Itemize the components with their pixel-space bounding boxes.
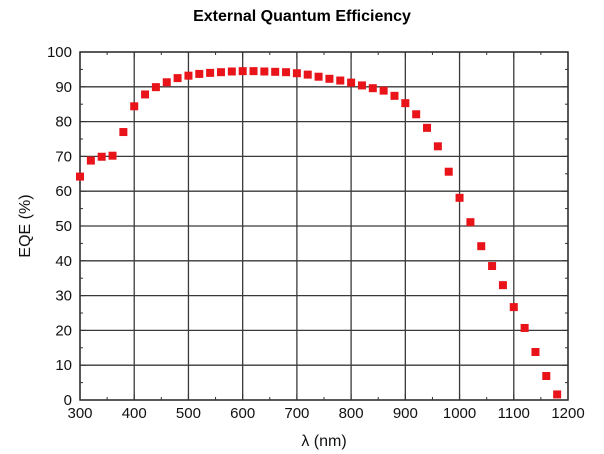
x-tick-label: 400 xyxy=(122,405,147,422)
data-point xyxy=(130,102,139,111)
x-tick-label: 700 xyxy=(284,405,309,422)
data-point xyxy=(314,72,323,81)
data-point xyxy=(108,151,117,160)
y-tick-label: 40 xyxy=(55,253,72,270)
y-axis-title: EQE (%) xyxy=(17,194,34,257)
data-point xyxy=(97,152,106,161)
data-point xyxy=(141,90,150,99)
data-point xyxy=(336,76,345,85)
data-point xyxy=(184,71,193,80)
data-point xyxy=(238,67,247,76)
y-tick-label: 20 xyxy=(55,322,72,339)
data-point xyxy=(520,323,529,332)
data-point xyxy=(227,67,236,76)
data-point xyxy=(249,67,258,76)
data-point xyxy=(553,390,562,399)
grid-lines xyxy=(79,51,569,401)
data-point xyxy=(477,242,486,251)
data-point xyxy=(292,69,301,78)
data-point xyxy=(412,110,421,119)
data-point xyxy=(531,347,540,356)
data-points xyxy=(76,67,562,399)
x-tick-label: 500 xyxy=(176,405,201,422)
data-point xyxy=(488,262,497,271)
data-point xyxy=(173,74,182,83)
y-tick-label: 90 xyxy=(55,79,72,96)
data-point xyxy=(206,68,215,77)
data-point xyxy=(195,69,204,78)
data-point xyxy=(325,74,334,83)
y-tick-labels: 0 10 20 30 40 50 60 70 80 90 100 xyxy=(47,44,72,409)
data-point xyxy=(423,123,432,132)
data-point xyxy=(216,68,225,77)
x-axis-title: λ (nm) xyxy=(301,433,346,450)
y-tick-label: 50 xyxy=(55,218,72,235)
y-tick-label: 70 xyxy=(55,148,72,165)
x-tick-label: 1000 xyxy=(443,405,476,422)
y-tick-label: 10 xyxy=(55,357,72,374)
y-tick-label: 30 xyxy=(55,288,72,305)
data-point xyxy=(347,78,356,87)
chart-title: External Quantum Efficiency xyxy=(193,8,411,25)
data-point xyxy=(466,218,475,227)
data-point xyxy=(390,91,399,100)
data-point xyxy=(433,142,442,151)
data-point xyxy=(455,193,464,202)
tick-marks xyxy=(79,51,569,401)
data-point xyxy=(368,84,377,93)
data-point xyxy=(260,67,269,76)
y-tick-label: 80 xyxy=(55,114,72,131)
x-tick-label: 1200 xyxy=(551,405,584,422)
data-point xyxy=(76,172,84,181)
x-tick-labels: 300 400 500 600 700 800 900 1000 1100 1200 xyxy=(67,405,584,422)
data-point xyxy=(401,99,410,108)
data-point xyxy=(379,86,388,95)
data-point xyxy=(357,81,366,90)
data-point xyxy=(151,83,160,92)
data-point xyxy=(162,78,171,87)
y-tick-label: 100 xyxy=(47,44,72,61)
data-point xyxy=(119,128,128,137)
x-tick-label: 1100 xyxy=(498,405,530,422)
data-point xyxy=(444,167,453,176)
data-point xyxy=(509,303,518,312)
data-point xyxy=(498,281,507,290)
x-tick-label: 300 xyxy=(67,405,92,422)
data-point xyxy=(282,68,291,77)
data-point xyxy=(542,371,551,380)
x-tick-label: 800 xyxy=(339,405,364,422)
y-tick-label: 0 xyxy=(64,392,72,409)
y-tick-label: 60 xyxy=(55,183,72,200)
x-tick-label: 600 xyxy=(230,405,255,422)
data-point xyxy=(303,70,312,79)
data-point xyxy=(86,156,95,165)
x-tick-label: 900 xyxy=(393,405,418,422)
data-point xyxy=(271,67,280,76)
